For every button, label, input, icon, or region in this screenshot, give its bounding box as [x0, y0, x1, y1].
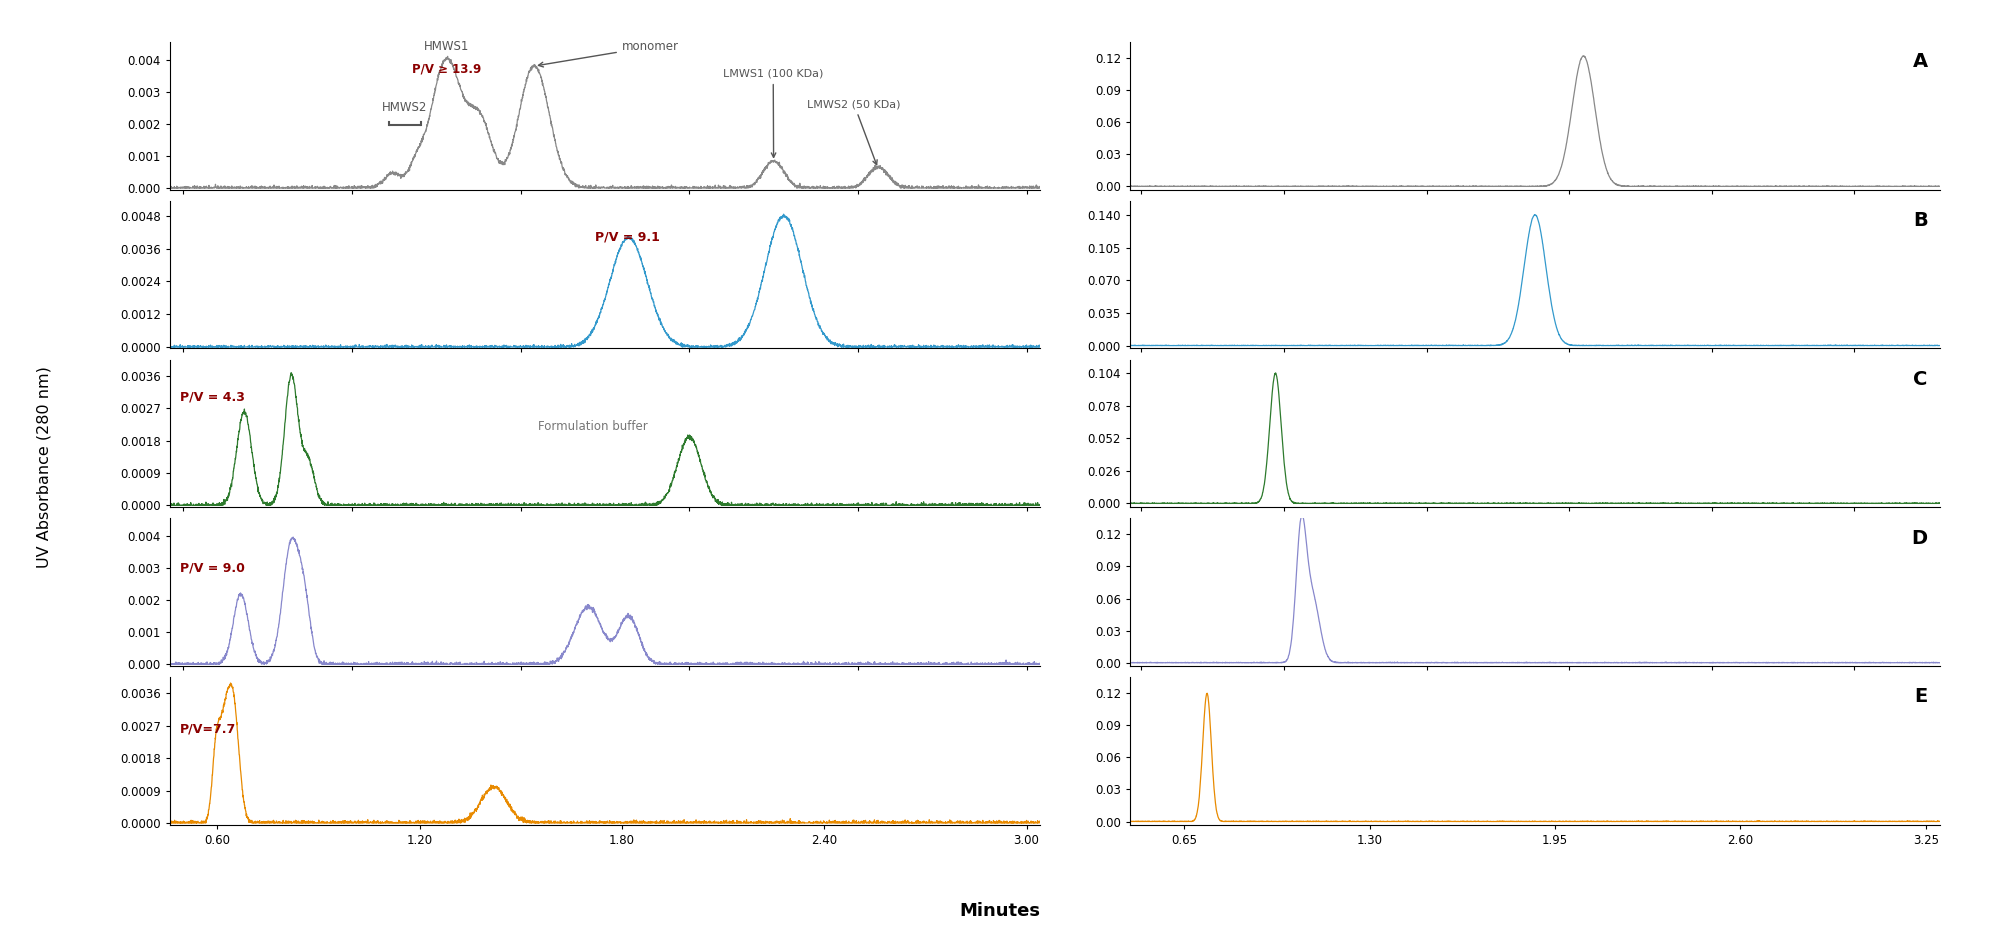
Text: B: B [1914, 211, 1928, 230]
Text: HMWS2: HMWS2 [382, 101, 428, 114]
Text: P/V=7.7: P/V=7.7 [180, 722, 236, 735]
Text: LMWS1 (100 KDa): LMWS1 (100 KDa) [724, 69, 824, 157]
Text: P/V = 9.1: P/V = 9.1 [594, 231, 660, 244]
Text: P/V = 9.0: P/V = 9.0 [180, 561, 244, 574]
Text: D: D [1912, 529, 1928, 547]
Text: LMWS2 (50 KDa): LMWS2 (50 KDa) [808, 99, 900, 164]
Text: monomer: monomer [538, 40, 678, 67]
Text: UV Absorbance (280 nm): UV Absorbance (280 nm) [36, 366, 52, 568]
Text: P/V = 4.3: P/V = 4.3 [180, 390, 244, 403]
Text: C: C [1914, 370, 1928, 389]
Text: P/V ≥ 13.9: P/V ≥ 13.9 [412, 63, 482, 76]
Text: Minutes: Minutes [960, 902, 1040, 920]
Text: Formulation buffer: Formulation buffer [538, 420, 648, 433]
Text: E: E [1914, 687, 1928, 706]
Text: A: A [1912, 52, 1928, 71]
Text: HMWS1: HMWS1 [424, 40, 470, 53]
